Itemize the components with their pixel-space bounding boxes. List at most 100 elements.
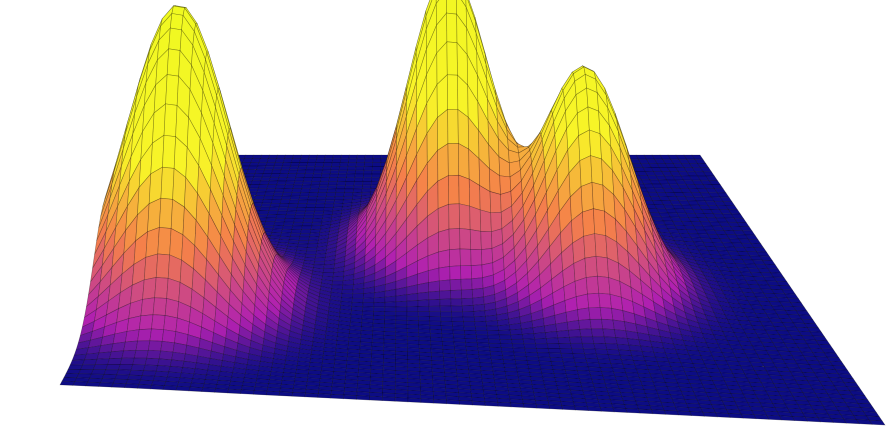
surface-peak-cell: [472, 296, 485, 306]
surface-plane-cell: [335, 184, 346, 190]
surface-plane-cell: [80, 364, 96, 370]
surface-plane-cell: [406, 311, 419, 317]
surface-plane-cell: [111, 382, 127, 388]
surface-peak-cell: [143, 253, 159, 281]
surface-peak-cell: [140, 297, 155, 317]
surface-plane-cell: [547, 348, 562, 354]
surface-plane-cell: [329, 173, 339, 178]
surface-plane-cell: [372, 162, 382, 167]
surface-peak-cell: [124, 329, 140, 343]
surface-peak-cell: [425, 0, 433, 17]
surface-peak-cell: [490, 211, 503, 233]
surface-plane-cell: [287, 173, 298, 178]
surface-plane-cell: [384, 315, 397, 321]
surface-peak-cell: [473, 310, 486, 318]
surface-plane-cell: [302, 218, 314, 223]
surface-peak-cell: [151, 314, 166, 330]
surface-plane-cell: [292, 221, 304, 227]
surface-peak-cell: [590, 155, 604, 186]
surface-plane-cell: [560, 352, 575, 359]
surface-plane-cell: [384, 311, 397, 317]
surface-peak-cell: [588, 129, 602, 160]
surface-plane-cell: [266, 214, 278, 219]
surface-plane-cell: [297, 240, 310, 245]
surface-plane-cell: [362, 302, 375, 308]
surface-peak-cell: [169, 13, 184, 31]
surface-plane-cell: [510, 402, 525, 408]
surface-peak-cell: [567, 329, 582, 338]
surface-peak-cell: [469, 205, 482, 232]
surface-plane-cell: [85, 381, 101, 387]
surface-plane-cell: [464, 334, 478, 340]
surface-peak-cell: [446, 0, 457, 15]
surface-plane-cell: [291, 225, 303, 230]
surface-plane-cell: [343, 192, 354, 197]
surface-plane-cell: [521, 333, 536, 340]
surface-plane-cell: [275, 184, 286, 189]
surface-plane-cell: [313, 165, 324, 171]
surface-plane-cell: [475, 330, 489, 336]
surface-plane-cell: [311, 177, 322, 182]
surface-plane-cell: [309, 184, 321, 190]
surface-plane-cell: [331, 162, 341, 167]
surface-plane-cell: [253, 173, 264, 178]
surface-plane-cell: [276, 180, 287, 186]
surface-peak-cell: [612, 319, 627, 332]
surface-peak-cell: [446, 74, 459, 110]
surface-plane-cell: [320, 177, 330, 182]
surface-plane-cell: [352, 188, 363, 193]
surface-plane-cell: [573, 357, 588, 364]
surface-peak-cell: [147, 197, 162, 233]
surface-plane-cell: [352, 288, 365, 295]
surface-plane-cell: [354, 173, 364, 179]
surface-plane-cell: [273, 221, 285, 226]
surface-plane-cell: [418, 320, 431, 326]
surface-plane-cell: [201, 387, 217, 393]
surface-plane-cell: [689, 411, 706, 417]
surface-peak-cell: [569, 336, 583, 344]
surface-peak-cell: [323, 263, 335, 270]
surface-plane-cell: [255, 165, 267, 171]
surface-plane-cell: [354, 169, 365, 175]
surface-plane-cell: [458, 400, 473, 406]
surface-plane-cell: [297, 165, 308, 171]
surface-plane-cell: [262, 169, 274, 174]
surface-plane-cell: [301, 221, 313, 227]
surface-peak-cell: [544, 331, 559, 339]
surface-plane-cell: [324, 154, 334, 160]
surface-plane-cell: [279, 199, 291, 204]
surface-peak-cell: [152, 297, 167, 316]
surface-plane-cell: [440, 311, 453, 318]
surface-peak-cell: [165, 74, 179, 106]
surface-peak-cell: [145, 226, 160, 258]
surface-peak-cell: [161, 329, 177, 344]
surface-plane-cell: [254, 195, 266, 200]
surface-plane-cell: [307, 195, 318, 201]
surface-plane-cell: [289, 232, 302, 238]
surface-plane-cell: [476, 338, 490, 344]
surface-plane-cell: [352, 293, 364, 299]
surface-plane-cell: [306, 246, 318, 252]
surface-plane-cell: [315, 158, 326, 163]
surface-peak-cell: [437, 143, 449, 182]
surface-peak-cell: [575, 293, 590, 310]
surface-plane-cell: [347, 162, 357, 167]
surface-peak-cell: [545, 337, 560, 344]
surface-plane-cell: [362, 297, 375, 303]
surface-peak-cell: [469, 229, 482, 250]
surface-plane-cell: [384, 301, 397, 308]
surface-plane-cell: [323, 207, 334, 212]
surface-plane-cell: [263, 195, 274, 200]
surface-plane-cell: [289, 195, 301, 201]
surface-plane-cell: [372, 315, 385, 321]
surface-plane-cell: [417, 305, 430, 313]
surface-plane-cell: [272, 225, 284, 230]
surface-plane-cell: [116, 369, 132, 376]
surface-plane-cell: [332, 154, 342, 160]
surface-plane-cell: [327, 181, 338, 186]
surface-plane-cell: [261, 173, 273, 178]
surface-plane-cell: [69, 359, 86, 366]
surface-plane-cell: [509, 328, 523, 336]
surface-plane-cell: [395, 300, 408, 308]
